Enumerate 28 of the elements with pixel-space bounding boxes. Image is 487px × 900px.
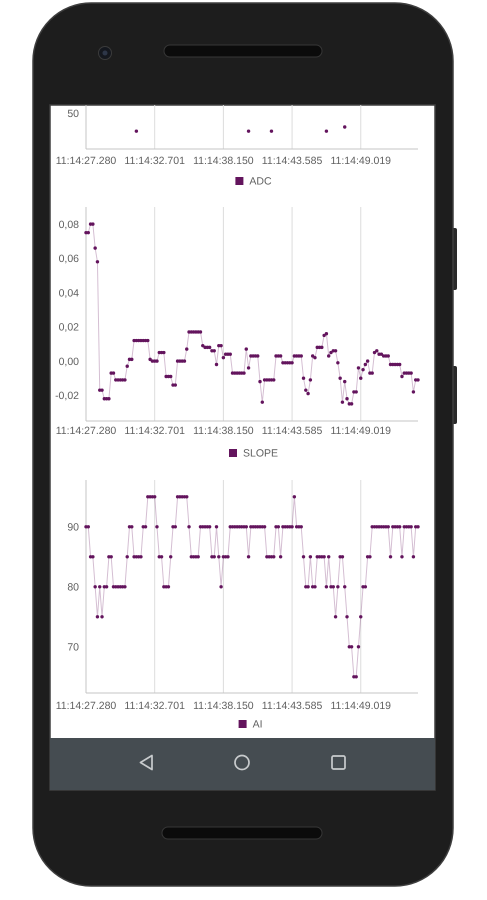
legend-label: ADC (249, 176, 272, 188)
x-tick-label: 11:14:27.280 (56, 425, 116, 437)
x-tick-label: 11:14:49.019 (330, 155, 392, 167)
x-tick-label: 11:14:27.280 (56, 700, 116, 712)
y-tick-label: -0,02 (55, 390, 80, 402)
legend-label: SLOPE (243, 448, 278, 460)
y-tick-label: 0,08 (58, 218, 80, 231)
text: 50 (67, 108, 80, 120)
y-tick-label: 0,06 (58, 253, 80, 266)
x-tick-label: 11:14:27.280 (56, 155, 116, 167)
x-tick-label: 11:14:32.701 (124, 425, 186, 437)
y-tick-label: 80 (67, 582, 80, 594)
y-tick-label: 0,02 (58, 322, 80, 334)
x-tick-label: 11:14:32.701 (124, 700, 186, 712)
x-tick-label: 11:14:43.585 (262, 425, 322, 437)
y-tick-label: 70 (67, 642, 80, 654)
x-tick-label: 11:14:49.019 (330, 425, 392, 437)
y-tick-label: 0,04 (58, 287, 80, 300)
x-tick-label: 11:14:43.585 (262, 155, 322, 167)
x-tick-label: 11:14:38.150 (193, 155, 254, 167)
y-tick-label: 90 (67, 522, 80, 534)
x-tick-label: 11:14:43.585 (262, 700, 322, 712)
y-tick-label: 0,00 (58, 356, 80, 368)
x-tick-label: 11:14:32.701 (124, 155, 186, 167)
x-tick-label: 11:14:49.019 (330, 700, 392, 712)
x-tick-label: 11:14:38.150 (193, 425, 254, 437)
legend-label: AI (252, 718, 263, 731)
x-tick-label: 11:14:38.150 (193, 700, 254, 712)
